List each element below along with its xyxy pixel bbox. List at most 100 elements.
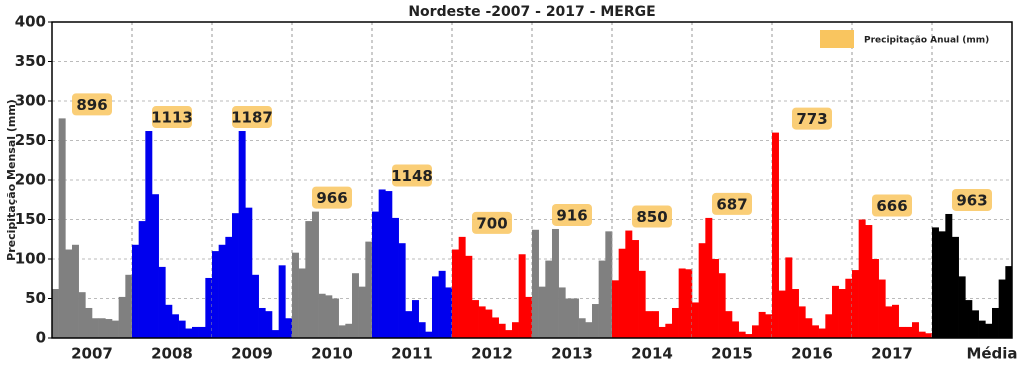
bar	[978, 320, 986, 338]
bar	[585, 322, 593, 338]
bar	[345, 323, 353, 338]
bar	[438, 270, 446, 338]
annual-total-box	[952, 188, 992, 211]
bar	[272, 330, 279, 338]
annual-total-box	[472, 211, 512, 234]
annual-total-box	[72, 93, 112, 116]
bar	[405, 311, 413, 338]
bar	[505, 330, 513, 338]
bar	[538, 286, 546, 338]
bar	[305, 221, 313, 338]
bar	[498, 323, 506, 338]
bar	[258, 307, 266, 338]
bar	[478, 306, 486, 338]
bar	[458, 236, 466, 338]
y-tick-label: 200	[15, 171, 46, 189]
y-tick-label: 100	[15, 250, 46, 268]
y-tick-label: 400	[15, 13, 46, 31]
annual-total-label: 963	[956, 191, 987, 209]
bar	[685, 269, 693, 338]
bar	[218, 244, 226, 338]
bar	[205, 277, 213, 338]
bar	[198, 326, 206, 338]
bar	[445, 287, 453, 338]
x-group-label: 2016	[791, 345, 833, 363]
bar	[738, 331, 746, 338]
bar	[605, 231, 613, 338]
bar	[845, 278, 853, 338]
bar	[672, 307, 679, 338]
bar	[138, 221, 146, 338]
bar	[78, 292, 86, 338]
bar	[185, 328, 193, 338]
bar	[858, 219, 866, 338]
y-tick-label: 150	[15, 210, 46, 228]
bar	[338, 325, 346, 338]
bar	[812, 325, 819, 338]
bar	[112, 320, 119, 338]
bar	[165, 304, 173, 338]
bar	[385, 191, 393, 338]
bar	[92, 318, 99, 338]
bar	[612, 280, 619, 338]
bar	[158, 266, 166, 338]
bar	[912, 322, 919, 338]
bar	[578, 318, 586, 338]
x-group-label: 2013	[551, 345, 593, 363]
bar	[832, 285, 839, 338]
annual-total-box	[712, 192, 752, 215]
annual-total-label: 916	[556, 206, 587, 224]
bar	[652, 311, 659, 338]
x-group-label: 2007	[71, 345, 113, 363]
bar	[958, 276, 966, 338]
x-group-label: 2009	[231, 345, 273, 363]
annual-total-box	[392, 164, 432, 187]
y-tick-label: 300	[15, 92, 46, 110]
bar	[98, 318, 106, 338]
bar	[938, 231, 946, 338]
bar	[678, 268, 686, 338]
annual-total-label: 896	[76, 96, 107, 114]
bar	[465, 255, 473, 338]
bar	[712, 259, 719, 338]
annual-total-label: 687	[716, 195, 747, 213]
bar	[558, 287, 566, 338]
bar	[865, 225, 873, 338]
bar	[178, 320, 186, 338]
bar	[878, 279, 886, 338]
bar	[132, 244, 139, 338]
bar	[65, 249, 73, 338]
legend-label: Precipitação Anual (mm)	[864, 36, 989, 46]
annual-total-label: 700	[476, 214, 507, 232]
bar	[838, 289, 846, 338]
annual-total-label: 1113	[151, 109, 193, 127]
x-group-label: 2011	[391, 345, 433, 363]
annual-total-box	[632, 205, 672, 228]
bar	[852, 270, 859, 338]
bar	[512, 322, 519, 338]
chart-title: Nordeste -2007 - 2017 - MERGE	[408, 4, 655, 20]
annual-total-box	[152, 106, 192, 129]
x-group-label: 2014	[631, 345, 673, 363]
annual-total-box	[872, 194, 912, 217]
bar	[952, 236, 959, 338]
annual-total-box	[552, 203, 592, 226]
bar	[265, 311, 273, 338]
bar	[145, 131, 153, 338]
bar	[778, 290, 786, 338]
x-group-label: 2017	[871, 345, 913, 363]
x-group-label: 2010	[311, 345, 353, 363]
bar	[785, 257, 793, 338]
bar	[872, 259, 879, 338]
bar	[225, 236, 233, 338]
bar	[598, 260, 606, 338]
bar	[972, 310, 979, 338]
bar	[692, 302, 699, 338]
bar	[172, 314, 179, 338]
annual-total-label: 1187	[231, 109, 273, 127]
y-tick-label: 250	[15, 131, 46, 149]
bar	[118, 296, 126, 338]
bar	[372, 211, 379, 338]
bar	[792, 289, 799, 338]
